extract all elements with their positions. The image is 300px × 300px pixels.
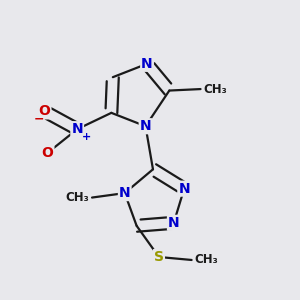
Text: CH₃: CH₃ — [65, 191, 89, 204]
Text: −: − — [33, 112, 44, 125]
Text: O: O — [38, 104, 50, 118]
Text: CH₃: CH₃ — [195, 254, 218, 266]
Text: N: N — [141, 57, 153, 71]
Text: N: N — [71, 122, 83, 136]
Text: O: O — [41, 146, 53, 160]
Text: N: N — [168, 216, 180, 230]
Text: N: N — [119, 186, 130, 200]
Text: N: N — [140, 119, 152, 133]
Text: +: + — [82, 132, 91, 142]
Text: N: N — [178, 182, 190, 196]
Text: CH₃: CH₃ — [203, 82, 227, 96]
Text: S: S — [154, 250, 164, 264]
